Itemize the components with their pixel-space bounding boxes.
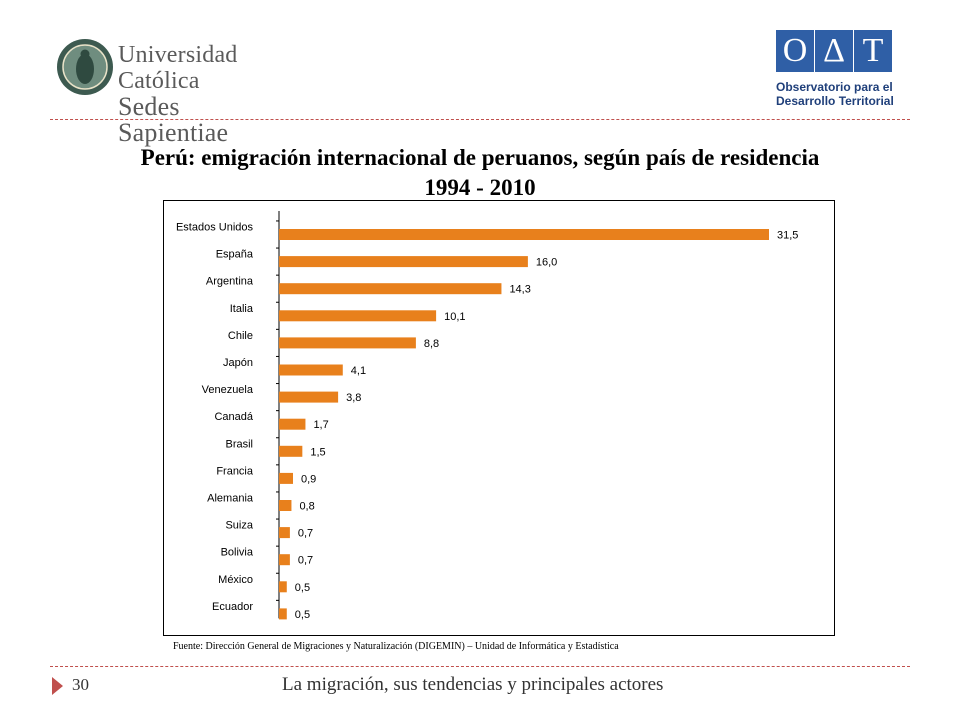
bar: [279, 283, 502, 295]
footer-title: La migración, sus tendencias y principal…: [282, 674, 664, 695]
bar: [279, 364, 343, 376]
category-label: Alemania: [207, 493, 254, 505]
data-label: 0,5: [295, 582, 310, 594]
data-label: 31,5: [777, 230, 798, 242]
category-label: España: [216, 249, 254, 261]
bar: [279, 500, 292, 511]
oat-subtitle-line1: Observatorio para el: [776, 80, 893, 94]
chart-title-line2: 1994 - 2010: [424, 175, 536, 200]
university-seal-icon: [57, 39, 113, 95]
category-label: Suiza: [225, 520, 253, 532]
ucss-logo: Universidad Católica Sedes Sapientiae: [56, 38, 286, 146]
data-label: 0,9: [301, 473, 316, 485]
bar: [279, 418, 306, 430]
bar: [279, 391, 339, 403]
footer-divider: [50, 666, 910, 667]
bar: [279, 445, 303, 457]
category-label: Brasil: [225, 438, 253, 450]
data-label: 14,3: [509, 284, 530, 296]
page-number: 30: [72, 675, 89, 694]
bar-chart: Estados Unidos 31,5 España 16,0 Argentina 14,…: [176, 211, 798, 621]
bar: [279, 256, 528, 268]
category-label: Canadá: [214, 411, 253, 423]
footer-triangle-icon: [52, 677, 63, 695]
data-label: 1,7: [313, 419, 328, 431]
category-label: Ecuador: [212, 601, 253, 613]
category-label: Venezuela: [202, 384, 254, 396]
oat-letter-delta: Δ: [815, 30, 853, 72]
ucss-name-line1: Universidad Católica: [118, 42, 238, 94]
oat-logo: O Δ T Observatorio para el Desarrollo Te…: [776, 30, 926, 110]
category-label: México: [218, 574, 253, 586]
data-label: 1,5: [310, 446, 325, 458]
bar: [279, 608, 287, 620]
ucss-name-line2: Sedes Sapientiae: [118, 92, 229, 147]
category-label: Chile: [228, 330, 253, 342]
category-label: Bolivia: [221, 547, 254, 559]
data-label: 4,1: [351, 365, 366, 377]
oat-letters: O Δ T: [776, 30, 892, 76]
data-label: 3,8: [346, 392, 361, 404]
header-divider: [50, 119, 910, 120]
oat-subtitle-line2: Desarrollo Territorial: [776, 94, 894, 108]
category-label: Francia: [216, 465, 254, 477]
category-label: Italia: [230, 303, 254, 315]
bar: [279, 229, 769, 240]
data-label: 10,1: [444, 311, 465, 323]
chart-title-line1: Perú: emigración internacional de peruan…: [140, 145, 820, 170]
data-label: 8,8: [424, 338, 439, 350]
bar: [279, 527, 290, 539]
data-label: 16,0: [536, 257, 557, 269]
data-label: 0,5: [295, 609, 310, 621]
bar: [279, 472, 293, 484]
chart-frame: Estados Unidos 31,5 España 16,0 Argentina 14,…: [163, 200, 835, 636]
source-note: Fuente: Dirección General de Migraciones…: [173, 641, 619, 652]
ucss-wordmark: Universidad Católica Sedes Sapientiae: [118, 42, 286, 146]
bar: [279, 581, 287, 593]
bar: [279, 554, 290, 566]
oat-subtitle: Observatorio para el Desarrollo Territor…: [776, 80, 894, 108]
oat-letter-t: T: [854, 30, 892, 72]
category-label: Estados Unidos: [176, 222, 254, 234]
data-label: 0,8: [299, 501, 314, 513]
data-label: 0,7: [298, 528, 313, 540]
data-label: 0,7: [298, 555, 313, 567]
bar: [279, 337, 416, 349]
bar: [279, 310, 437, 322]
oat-letter-o: O: [776, 30, 814, 72]
category-label: Japón: [223, 357, 253, 369]
category-label: Argentina: [206, 276, 254, 288]
